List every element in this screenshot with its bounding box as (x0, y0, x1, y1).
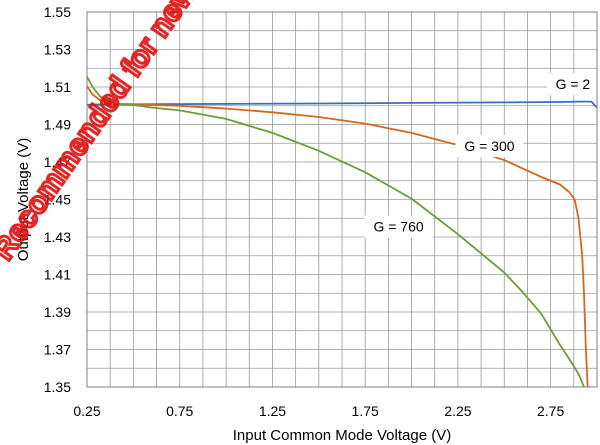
x-tick-label: 1.75 (352, 403, 379, 419)
grid (86, 11, 598, 388)
y-tick-label: 1.39 (44, 304, 71, 320)
x-tick-label: 0.25 (73, 403, 100, 419)
y-tick-label: 1.45 (44, 192, 71, 208)
watermark-stamp: Recommended for new designs (OBS) (0, 0, 326, 266)
series-line-g-300 (86, 85, 589, 388)
series-group (86, 76, 598, 388)
annotation-label: G = 2 (556, 76, 591, 92)
annotation-background (455, 135, 524, 158)
x-tick-label: 0.75 (166, 403, 193, 419)
plot-frame (86, 11, 598, 388)
annotation-background (546, 73, 599, 96)
series-annotation: G = 760 (364, 215, 433, 238)
x-tick-labels: 0.25 0.75 1.25 1.75 2.25 2.75 (73, 403, 564, 419)
annotation-label: G = 760 (373, 219, 423, 235)
y-tick-label: 1.55 (44, 4, 71, 20)
y-tick-label: 1.41 (44, 267, 71, 283)
y-tick-labels: 1.35 1.37 1.39 1.41 1.43 1.45 1.47 1.49 1.51 1.53… (44, 4, 71, 395)
y-tick-label: 1.35 (44, 379, 71, 395)
annotation-background (364, 215, 433, 238)
annotations: G = 2 G = 300 G = 760 (364, 73, 599, 238)
series-line-g-760 (86, 76, 585, 388)
y-tick-label: 1.49 (44, 117, 71, 133)
x-tick-label: 1.25 (259, 403, 286, 419)
x-tick-label: 2.75 (537, 403, 564, 419)
series-annotation: G = 300 (455, 135, 524, 158)
y-tick-label: 1.51 (44, 79, 71, 95)
x-tick-label: 2.25 (444, 403, 471, 419)
x-axis-label: Input Common Mode Voltage (V) (233, 427, 451, 444)
series-annotation: G = 2 (546, 73, 599, 96)
y-tick-label: 1.37 (44, 342, 71, 358)
y-axis-label: Output Voltage (V) (15, 138, 32, 261)
y-tick-label: 1.43 (44, 229, 71, 245)
y-tick-label: 1.53 (44, 42, 71, 58)
y-tick-label: 1.47 (44, 154, 71, 170)
annotation-label: G = 300 (464, 138, 514, 154)
